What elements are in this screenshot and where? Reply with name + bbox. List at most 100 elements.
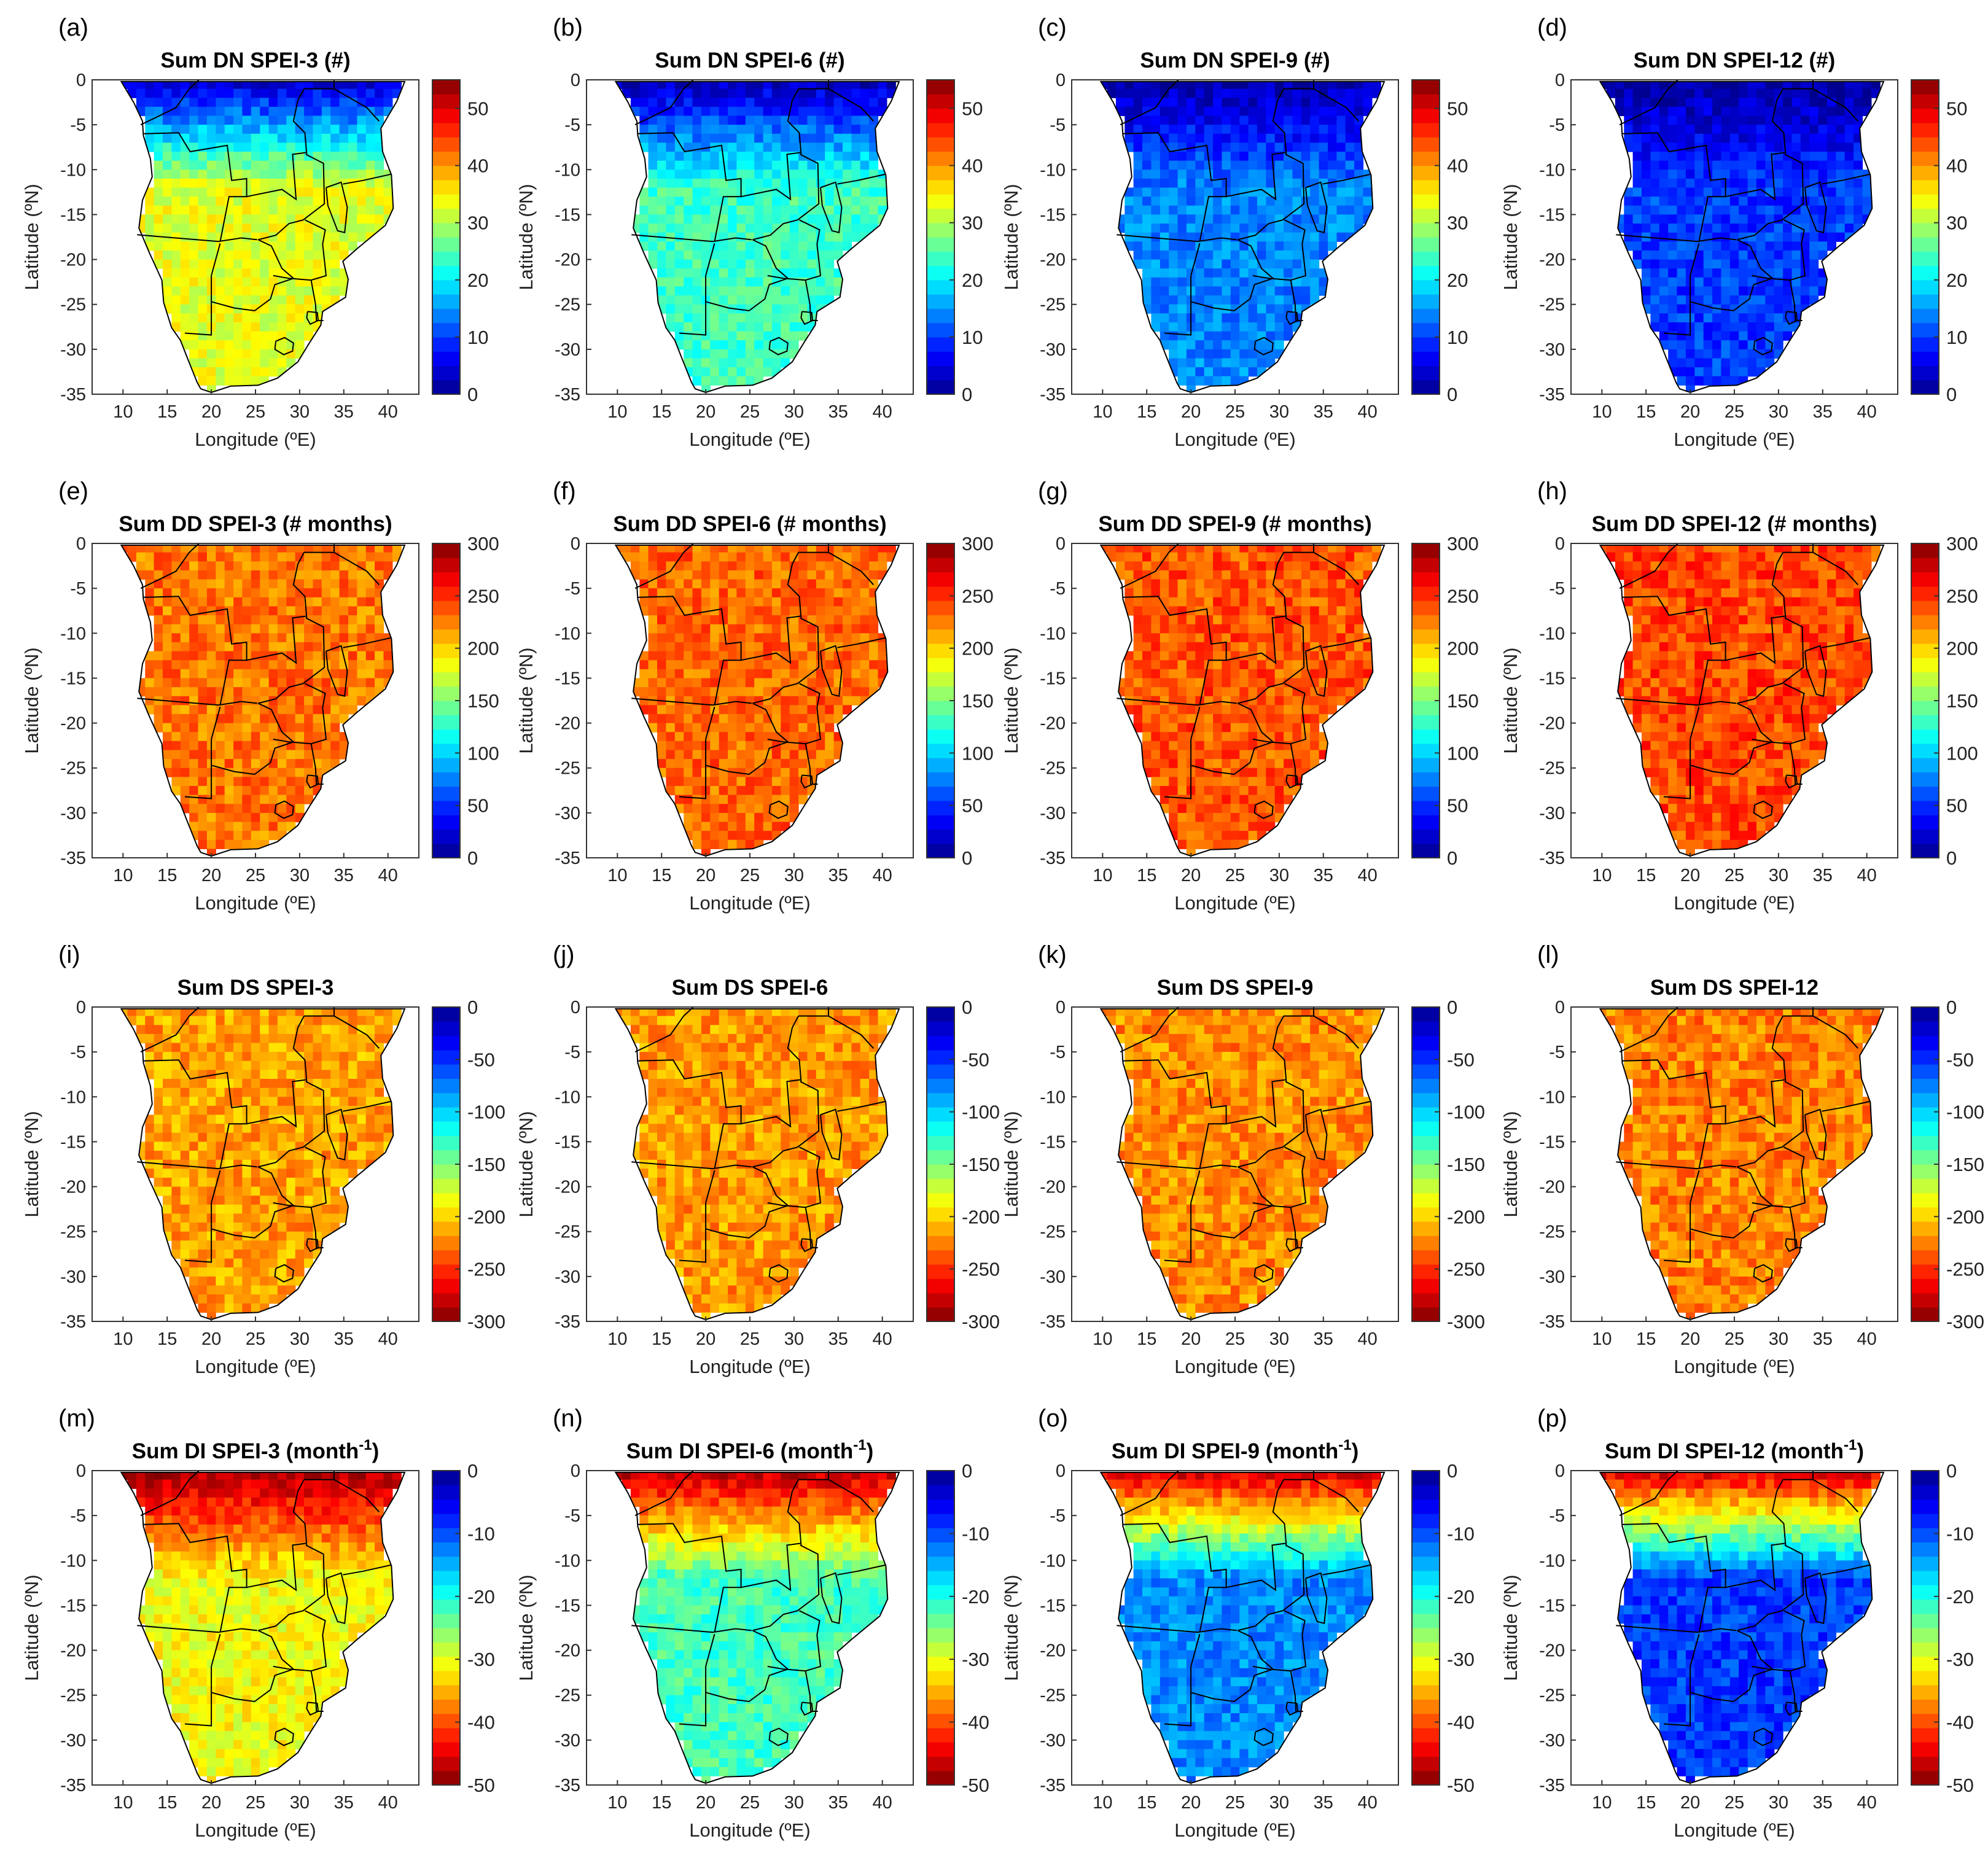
colorbar-step bbox=[927, 1135, 954, 1151]
panel-title: Sum DD SPEI-6 (# months) bbox=[613, 512, 886, 536]
country-border bbox=[767, 274, 806, 281]
x-tick-label: 40 bbox=[378, 866, 398, 885]
country-border bbox=[1753, 1264, 1773, 1283]
country-border bbox=[1305, 645, 1328, 697]
country-border bbox=[1771, 552, 1787, 618]
y-tick-label: -5 bbox=[70, 1043, 86, 1062]
colorbar-step bbox=[1412, 1149, 1440, 1165]
panel-title: Sum DI SPEI-12 (month-1) bbox=[1605, 1437, 1864, 1463]
x-tick-label: 35 bbox=[334, 402, 354, 422]
colorbar-step bbox=[1911, 1685, 1939, 1700]
coastline bbox=[1099, 544, 1386, 857]
colorbar-step bbox=[432, 1049, 460, 1065]
x-tick-label: 20 bbox=[1181, 866, 1201, 885]
country-border bbox=[1238, 1081, 1305, 1168]
country-border bbox=[767, 1202, 806, 1208]
y-tick-label: -15 bbox=[60, 205, 86, 225]
colorbar-step bbox=[1911, 1135, 1939, 1151]
y-tick-label: -5 bbox=[1050, 115, 1066, 135]
colorbar-step bbox=[927, 543, 954, 558]
x-tick-label: 20 bbox=[696, 402, 715, 422]
colorbar-tick-label: 50 bbox=[1946, 795, 1967, 817]
colorbar-step bbox=[1412, 1135, 1440, 1151]
x-tick-label: 15 bbox=[157, 866, 177, 885]
colorbar-tick-label: -150 bbox=[1946, 1154, 1984, 1175]
x-tick-label: 30 bbox=[784, 1329, 804, 1349]
colorbar-step bbox=[927, 1599, 954, 1614]
country-border bbox=[1123, 132, 1227, 242]
country-border bbox=[1690, 706, 1700, 740]
colorbar-tick-label: 250 bbox=[1946, 585, 1978, 607]
country-border bbox=[1120, 1470, 1179, 1517]
coastline bbox=[614, 1008, 900, 1321]
y-axis-label: Latitude (ºN) bbox=[21, 1574, 42, 1681]
colorbar-step bbox=[927, 1178, 954, 1194]
country-border bbox=[1690, 741, 1773, 776]
y-tick-label: -25 bbox=[1040, 1223, 1066, 1242]
country-border bbox=[306, 311, 319, 325]
colorbar-step bbox=[432, 815, 460, 830]
x-tick-label: 40 bbox=[378, 1793, 398, 1813]
country-border bbox=[1284, 88, 1360, 122]
colorbar-step bbox=[927, 1221, 954, 1236]
coastline bbox=[1599, 1471, 1885, 1784]
colorbar-step bbox=[1911, 1007, 1939, 1022]
country-border bbox=[1190, 243, 1201, 276]
coastline bbox=[1599, 1008, 1885, 1321]
x-tick-label: 35 bbox=[828, 866, 848, 885]
colorbar-step bbox=[927, 1756, 954, 1771]
colorbar-step bbox=[1911, 1727, 1939, 1743]
country-border bbox=[1737, 1544, 1804, 1631]
colorbar-tick-label: 50 bbox=[467, 795, 488, 817]
y-tick-label: -10 bbox=[60, 160, 86, 180]
country-border bbox=[1804, 1108, 1827, 1161]
colorbar-step bbox=[927, 365, 954, 381]
y-axis-label: Latitude (ºN) bbox=[1000, 1574, 1022, 1681]
y-tick-label: 0 bbox=[76, 71, 86, 90]
y-tick-label: 0 bbox=[1056, 1461, 1066, 1481]
y-tick-label: 0 bbox=[1555, 534, 1565, 554]
colorbar-step bbox=[432, 194, 460, 209]
x-tick-label: 30 bbox=[1769, 866, 1788, 885]
country-border bbox=[768, 800, 789, 819]
colorbar-step bbox=[1412, 1528, 1440, 1542]
colorbar-step bbox=[1911, 336, 1939, 352]
colorbar-step bbox=[1911, 94, 1939, 109]
x-tick-label: 40 bbox=[1857, 866, 1877, 885]
panel-letter: (a) bbox=[58, 14, 88, 41]
country-border bbox=[1226, 1079, 1286, 1128]
colorbar-step bbox=[1911, 122, 1939, 138]
colorbar-step bbox=[927, 265, 954, 281]
colorbar-step bbox=[432, 1164, 460, 1179]
colorbar-step bbox=[1911, 1599, 1939, 1614]
colorbar-step bbox=[1412, 1078, 1440, 1094]
panel-title: Sum DD SPEI-9 (# months) bbox=[1098, 512, 1371, 536]
country-border bbox=[343, 637, 392, 648]
country-border bbox=[140, 1006, 200, 1053]
colorbar-step bbox=[1412, 1485, 1440, 1500]
country-border bbox=[211, 741, 294, 776]
country-border bbox=[787, 1016, 802, 1082]
colorbar-step bbox=[927, 658, 954, 673]
x-tick-label: 15 bbox=[1137, 866, 1156, 885]
colorbar-tick-label: -50 bbox=[1447, 1775, 1475, 1796]
x-tick-label: 20 bbox=[201, 866, 221, 885]
y-tick-label: -5 bbox=[1549, 115, 1565, 135]
colorbar-step bbox=[432, 572, 460, 587]
x-tick-label: 35 bbox=[1314, 866, 1333, 885]
x-tick-label: 35 bbox=[828, 1329, 848, 1349]
country-border bbox=[705, 706, 715, 740]
colorbar-tick-label: -50 bbox=[467, 1775, 495, 1796]
colorbar-step bbox=[432, 151, 460, 166]
y-axis-label: Latitude (ºN) bbox=[1000, 647, 1022, 753]
y-tick-label: -20 bbox=[1539, 1641, 1565, 1661]
country-border bbox=[1120, 1006, 1179, 1053]
colorbar-step bbox=[1412, 322, 1440, 338]
colorbar-step bbox=[1911, 843, 1939, 858]
x-tick-label: 25 bbox=[1725, 866, 1744, 885]
country-border bbox=[1804, 645, 1827, 697]
country-border bbox=[1272, 552, 1287, 618]
colorbar-tick-label: 10 bbox=[962, 327, 983, 348]
colorbar-step bbox=[927, 1499, 954, 1514]
colorbar-step bbox=[1911, 194, 1939, 209]
